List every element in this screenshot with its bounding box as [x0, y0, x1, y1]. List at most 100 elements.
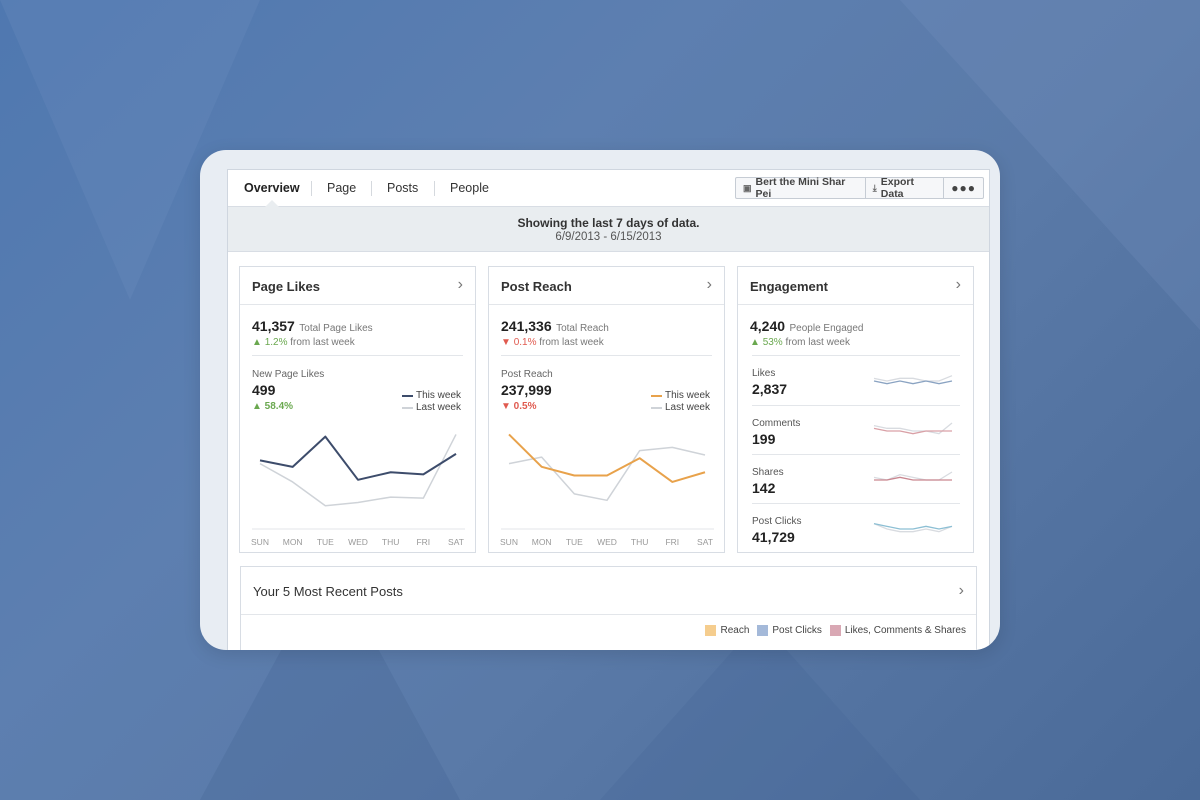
- tab-posts[interactable]: Posts: [387, 181, 419, 195]
- tab-people[interactable]: People: [450, 181, 489, 195]
- post-reach-change: ▼ 0.5%: [501, 401, 537, 412]
- recent-posts-panel: Your 5 Most Recent Posts › Reach Post Cl…: [240, 566, 977, 650]
- row-value: 142: [752, 480, 776, 496]
- export-data-button[interactable]: ⤓ Export Data: [864, 176, 943, 200]
- kpi-total: 4,240 People Engaged: [750, 318, 863, 336]
- row-value: 2,837: [752, 381, 788, 397]
- date-range-banner: Showing the last 7 days of data. 6/9/201…: [228, 207, 989, 252]
- card-header: Post Reach ›: [489, 267, 724, 305]
- people-engaged-label: People Engaged: [789, 323, 864, 334]
- x-tick-label: MON: [283, 537, 303, 547]
- post-clicks-sparkline: [873, 523, 953, 533]
- insights-nav: Overview Page Posts People ▣ Bert the Mi…: [228, 170, 989, 207]
- x-tick-label: WED: [597, 537, 617, 547]
- export-data-label: Export Data: [880, 176, 915, 200]
- legend-swatch: [650, 406, 662, 409]
- legend-label: Reach: [720, 625, 750, 636]
- last-week-line: [508, 446, 706, 502]
- last-sparkline-path: [873, 523, 953, 533]
- engagement-row-shares[interactable]: Shares 142: [752, 454, 960, 504]
- chevron-right-icon[interactable]: ›: [955, 276, 961, 293]
- x-tick-label: THU: [382, 537, 399, 547]
- chevron-right-icon[interactable]: ›: [706, 276, 712, 293]
- change-suffix: from last week: [290, 337, 355, 348]
- total-page-likes-value: 41,357: [252, 318, 295, 334]
- chevron-right-icon[interactable]: ›: [457, 276, 463, 293]
- x-tick-label: FRI: [665, 537, 679, 547]
- legend-label: This week: [664, 390, 710, 401]
- legend-last-week: Last week: [650, 402, 710, 413]
- tab-separator: [371, 181, 372, 196]
- divider: [252, 355, 463, 356]
- row-label: Likes: [752, 368, 776, 379]
- up-arrow-icon: ▲: [252, 337, 262, 348]
- this-sparkline-path: [873, 380, 953, 385]
- page-likes-card[interactable]: Page Likes › 41,357 Total Page Likes ▲ 1…: [239, 266, 476, 553]
- x-tick-label: MON: [532, 537, 552, 547]
- legend-this-week: This week: [401, 390, 461, 401]
- recent-posts-header[interactable]: Your 5 Most Recent Posts ›: [241, 567, 976, 615]
- this-sparkline-path: [873, 427, 952, 435]
- this-week-line: [259, 435, 457, 481]
- more-button[interactable]: ●●●: [943, 178, 983, 198]
- insights-screen: Overview Page Posts People ▣ Bert the Mi…: [227, 169, 990, 650]
- new-page-likes-label: New Page Likes: [252, 369, 325, 380]
- engagement-row-comments[interactable]: Comments 199: [752, 405, 960, 455]
- page-selector-label: Bert the Mini Shar Pei: [755, 176, 846, 200]
- last-sparkline-path: [873, 375, 953, 382]
- legend-swatch: [401, 394, 413, 397]
- download-icon: ⤓: [872, 182, 877, 193]
- engagement-row-post-clicks[interactable]: Post Clicks 41,729: [752, 503, 960, 553]
- x-tick-label: FRI: [416, 537, 430, 547]
- change-suffix: from last week: [785, 337, 850, 348]
- page-selector-button[interactable]: ▣ Bert the Mini Shar Pei: [736, 176, 865, 200]
- x-tick-label: TUE: [566, 537, 583, 547]
- up-arrow-icon: ▲: [750, 337, 760, 348]
- card-title: Engagement: [750, 279, 829, 294]
- header-button-group: ▣ Bert the Mini Shar Pei ⤓ Export Data ●…: [735, 176, 984, 200]
- legend-last-week: Last week: [401, 402, 461, 413]
- last-sparkline-path: [873, 422, 953, 435]
- change-row: ▲ 1.2% from last week: [252, 337, 355, 348]
- total-reach-value: 241,336: [501, 318, 552, 334]
- tab-separator: [311, 181, 312, 196]
- card-title: Post Reach: [501, 279, 572, 294]
- x-tick-label: SAT: [448, 537, 464, 547]
- x-tick-label: WED: [348, 537, 368, 547]
- change-row: ▲ 53% from last week: [750, 337, 850, 348]
- this-sparkline-path: [873, 523, 953, 530]
- card-header: Engagement ›: [738, 267, 973, 305]
- row-value: 199: [752, 431, 776, 447]
- change-suffix: from last week: [539, 337, 604, 348]
- x-tick-label: THU: [631, 537, 648, 547]
- legend-this-week: This week: [650, 390, 710, 401]
- device-frame: Overview Page Posts People ▣ Bert the Mi…: [200, 150, 1000, 650]
- row-value: 41,729: [752, 529, 795, 545]
- legend-label: Last week: [415, 402, 461, 413]
- post-reach-chart: SUN MON TUE WED THU FRI SAT: [500, 433, 714, 547]
- total-reach-label: Total Reach: [556, 323, 609, 334]
- engagement-row-likes[interactable]: Likes 2,837: [752, 355, 960, 405]
- comments-sparkline: [873, 422, 953, 435]
- last-sparkline-path: [873, 471, 953, 481]
- chevron-right-icon[interactable]: ›: [958, 582, 964, 599]
- post-reach-card[interactable]: Post Reach › 241,336 Total Reach ▼ 0.1% …: [488, 266, 725, 553]
- last-week-line: [259, 434, 457, 507]
- engagement-card[interactable]: Engagement › 4,240 People Engaged ▲ 53% …: [737, 266, 974, 553]
- this-week-line: [508, 433, 706, 483]
- banner-title: Showing the last 7 days of data.: [517, 216, 700, 230]
- legend-likes-comments-shares: Likes, Comments & Shares: [829, 625, 966, 636]
- likes-sparkline: [873, 375, 953, 385]
- row-label: Post Clicks: [752, 516, 802, 527]
- card-header: Page Likes ›: [240, 267, 475, 305]
- x-tick-label: SAT: [697, 537, 713, 547]
- legend-swatch: [757, 625, 769, 636]
- post-reach-value: 237,999: [501, 382, 552, 398]
- legend-swatch: [650, 394, 662, 397]
- people-engaged-value: 4,240: [750, 318, 786, 334]
- tab-overview[interactable]: Overview: [244, 181, 300, 195]
- legend-reach: Reach: [705, 625, 749, 636]
- this-sparkline-path: [874, 476, 952, 481]
- tab-page[interactable]: Page: [327, 181, 357, 195]
- change-value: 1.2%: [264, 337, 288, 348]
